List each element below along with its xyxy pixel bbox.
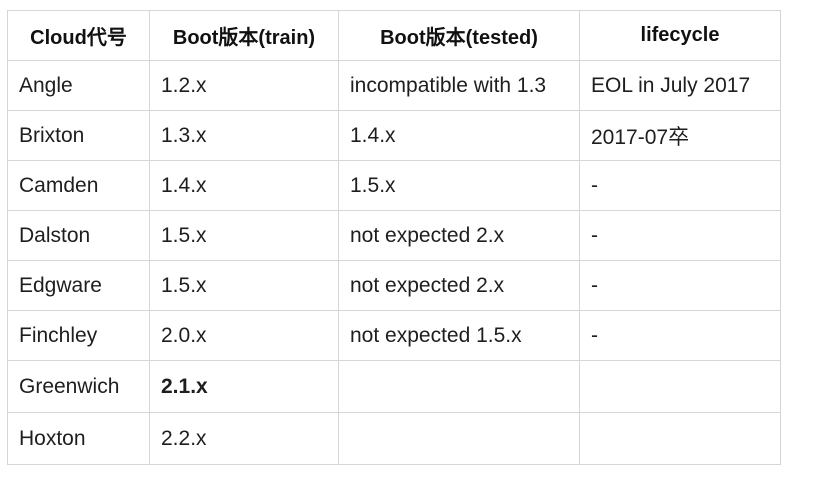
cell-tested: not expected 2.x <box>338 260 580 311</box>
header-cloud-codename: Cloud代号 <box>7 10 150 61</box>
header-boot-tested: Boot版本(tested) <box>338 10 580 61</box>
table-header: Cloud代号 Boot版本(train) Boot版本(tested) lif… <box>7 10 781 61</box>
cell-name: Edgware <box>7 260 150 311</box>
cell-name: Greenwich <box>7 360 150 413</box>
cell-tested <box>338 412 580 465</box>
cell-name: Angle <box>7 60 150 111</box>
header-boot-train: Boot版本(train) <box>149 10 339 61</box>
table-row: Hoxton 2.2.x <box>7 412 781 465</box>
cell-lifecycle: - <box>579 160 781 211</box>
cell-lifecycle <box>579 412 781 465</box>
table-row: Finchley 2.0.x not expected 1.5.x - <box>7 310 781 361</box>
cell-tested <box>338 360 580 413</box>
table-row: Angle 1.2.x incompatible with 1.3 EOL in… <box>7 60 781 111</box>
cell-train: 2.1.x <box>149 360 339 413</box>
cell-lifecycle: EOL in July 2017 <box>579 60 781 111</box>
table-row: Edgware 1.5.x not expected 2.x - <box>7 260 781 311</box>
table-row: Greenwich 2.1.x <box>7 360 781 413</box>
cell-train: 1.5.x <box>149 260 339 311</box>
cell-tested: 1.4.x <box>338 110 580 161</box>
cell-lifecycle: - <box>579 260 781 311</box>
cell-tested: not expected 1.5.x <box>338 310 580 361</box>
cell-train: 1.2.x <box>149 60 339 111</box>
cell-train: 2.2.x <box>149 412 339 465</box>
header-row: Cloud代号 Boot版本(train) Boot版本(tested) lif… <box>7 10 781 61</box>
cell-tested: not expected 2.x <box>338 210 580 261</box>
cell-name: Dalston <box>7 210 150 261</box>
cell-lifecycle: 2017-07卒 <box>579 110 781 161</box>
table-row: Camden 1.4.x 1.5.x - <box>7 160 781 211</box>
cell-name: Finchley <box>7 310 150 361</box>
cell-train: 2.0.x <box>149 310 339 361</box>
table-row: Dalston 1.5.x not expected 2.x - <box>7 210 781 261</box>
cell-lifecycle <box>579 360 781 413</box>
cell-lifecycle: - <box>579 310 781 361</box>
cell-tested: 1.5.x <box>338 160 580 211</box>
table-body: Angle 1.2.x incompatible with 1.3 EOL in… <box>7 60 781 465</box>
cell-lifecycle: - <box>579 210 781 261</box>
cell-name: Camden <box>7 160 150 211</box>
cell-name: Brixton <box>7 110 150 161</box>
cell-name: Hoxton <box>7 412 150 465</box>
cell-train: 1.3.x <box>149 110 339 161</box>
cell-train: 1.5.x <box>149 210 339 261</box>
spring-cloud-version-table: Cloud代号 Boot版本(train) Boot版本(tested) lif… <box>7 10 781 465</box>
table-row: Brixton 1.3.x 1.4.x 2017-07卒 <box>7 110 781 161</box>
cell-train: 1.4.x <box>149 160 339 211</box>
header-lifecycle: lifecycle <box>579 10 781 61</box>
cell-tested: incompatible with 1.3 <box>338 60 580 111</box>
